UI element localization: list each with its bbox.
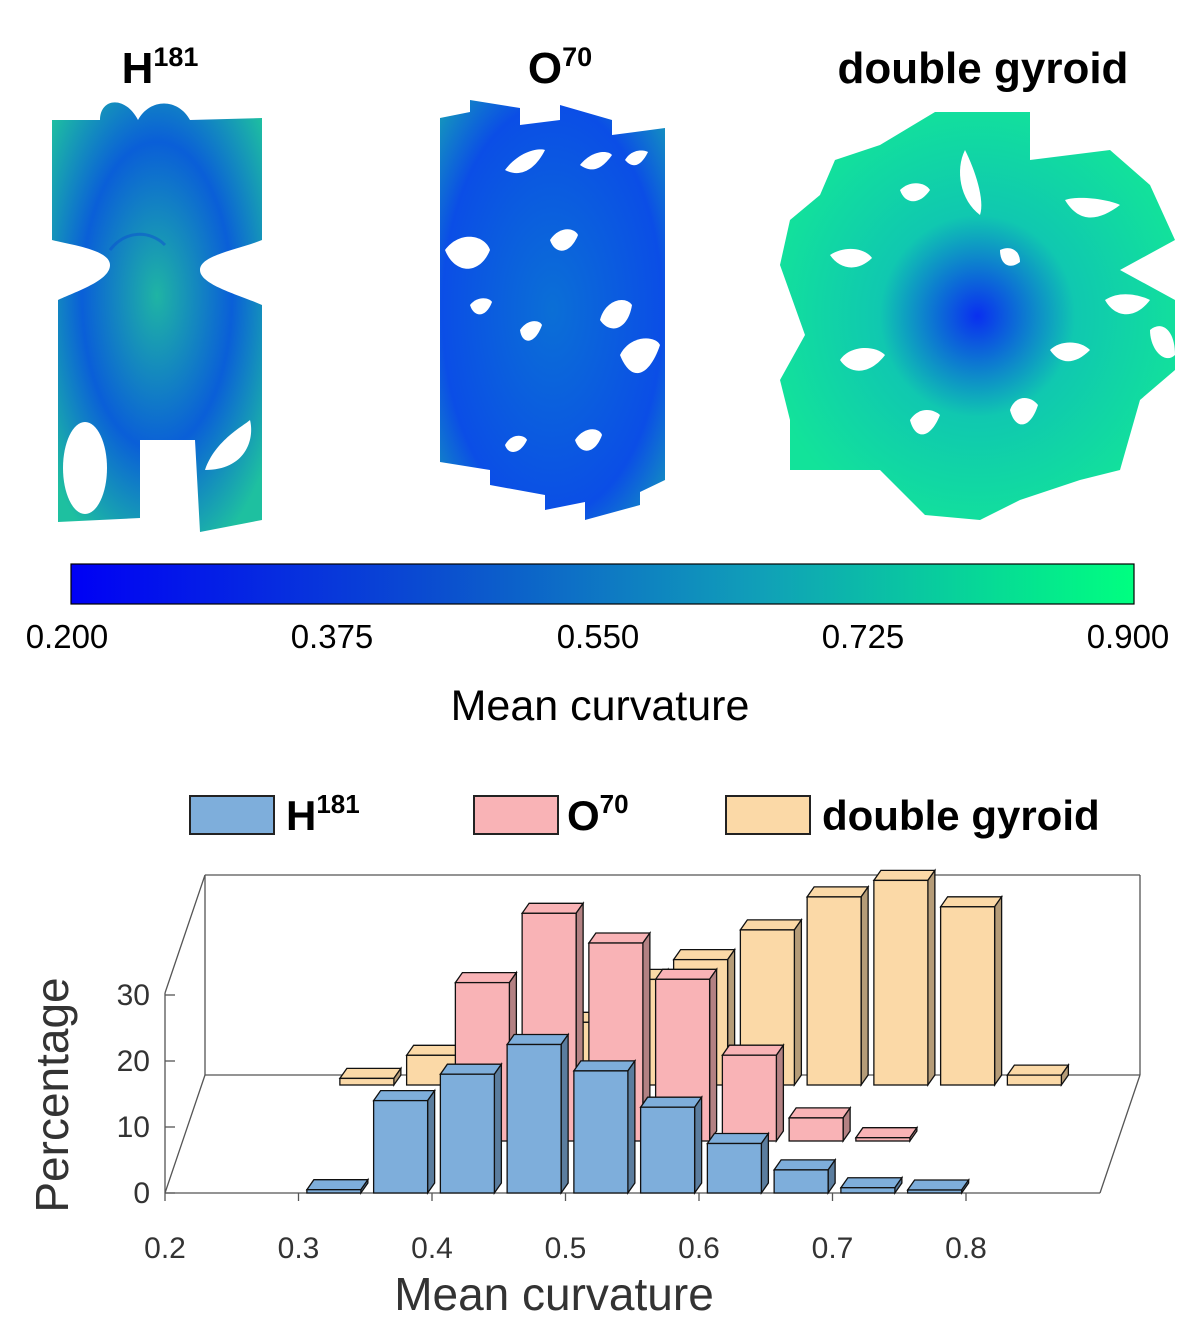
bar-h181 <box>706 1142 763 1194</box>
colorbar-tick: 0.725 <box>822 618 905 655</box>
bar-double-gyroid-top <box>672 948 736 961</box>
bar-h181 <box>840 1187 896 1194</box>
legend-swatch-o70 <box>473 795 559 835</box>
o70-surface-icon <box>440 100 665 520</box>
bar-h181 <box>372 1099 429 1194</box>
y-tick-label: 0 <box>133 1177 150 1210</box>
x-tick-label: 0.4 <box>411 1232 453 1265</box>
bar-double-gyroid-top <box>872 869 937 882</box>
bar-double-gyroid-top <box>338 1067 403 1080</box>
bar-h181-side <box>493 1062 503 1196</box>
legend: H181 O70 double gyroid <box>189 789 1100 839</box>
x-tick-label: 0.5 <box>545 1232 587 1265</box>
x-axis-label: Mean curvature <box>394 1268 714 1320</box>
colorbar-tick: 0.900 <box>1087 618 1170 655</box>
legend-label-double-gyroid: double gyroid <box>822 792 1100 839</box>
bar-o70-top <box>854 1127 919 1139</box>
bar-o70 <box>721 1054 778 1142</box>
axis-frame <box>1099 1074 1141 1194</box>
bar-h181 <box>506 1043 562 1194</box>
bar-double-gyroid-side <box>993 894 1003 1088</box>
bar-double-gyroid <box>339 1077 395 1086</box>
panel-title-o70: O70 <box>528 42 592 93</box>
y-tick-label: 30 <box>117 979 150 1012</box>
bar-double-gyroid-top <box>739 919 803 931</box>
bar-o70-top <box>654 968 718 980</box>
bar-o70 <box>855 1137 911 1142</box>
bar-double-gyroid-side <box>793 917 803 1088</box>
x-tick-label: 0.8 <box>945 1232 987 1265</box>
legend-label-h181: H181 <box>286 789 360 839</box>
y-tick-label: 20 <box>117 1045 150 1078</box>
bar-h181 <box>639 1106 696 1194</box>
bar-h181 <box>773 1169 829 1194</box>
bar-h181-side <box>693 1095 703 1196</box>
bar-h181-side <box>560 1032 569 1196</box>
axis-frame <box>164 1074 206 1194</box>
bar-o70-top <box>587 932 652 944</box>
y-tick-label: 10 <box>117 1111 150 1144</box>
bar-h181 <box>306 1189 362 1194</box>
histogram-3d: 0.2 0.3 0.4 0.5 0.6 0.7 0.8 0 10 20 30 Mean curva… <box>26 868 1141 1320</box>
bar-h181-side <box>627 1058 636 1196</box>
x-tick-label: 0.3 <box>278 1232 320 1265</box>
bar-o70-top <box>721 1044 785 1056</box>
bar-o70-top <box>454 971 518 984</box>
double-gyroid-surface-icon <box>780 112 1175 520</box>
bar-h181-top <box>639 1096 703 1108</box>
bar-h181 <box>906 1189 963 1194</box>
bar-h181-top <box>839 1177 904 1189</box>
bar-double-gyroid-top <box>1006 1064 1070 1076</box>
axis-frame <box>164 874 206 994</box>
bar-h181 <box>439 1073 496 1194</box>
bar-double-gyroid <box>806 896 862 1086</box>
legend-swatch-double-gyroid <box>725 795 811 835</box>
bar-o70-top <box>787 1107 852 1119</box>
bar-double-gyroid-top <box>805 886 870 898</box>
y-axis-label: Percentage <box>26 977 78 1212</box>
bar-h181-top <box>572 1060 637 1072</box>
bar-h181-top <box>505 1033 570 1046</box>
bar-h181-top <box>305 1179 370 1191</box>
bar-o70-side <box>775 1043 785 1144</box>
bar-h181-top <box>372 1089 436 1102</box>
bar-double-gyroid <box>873 879 929 1086</box>
panel-title-h181: H181 <box>122 42 199 93</box>
bar-double-gyroid <box>939 906 996 1086</box>
bar-double-gyroid <box>1006 1074 1063 1086</box>
bar-h181-top <box>706 1132 770 1145</box>
bar-o70 <box>788 1117 844 1142</box>
x-tick-label: 0.2 <box>144 1232 186 1265</box>
bar-double-gyroid-side <box>927 868 936 1088</box>
bar-h181 <box>573 1070 629 1194</box>
bar-h181-side <box>426 1088 436 1196</box>
bar-double-gyroid-top <box>939 896 1003 908</box>
panel-title-double-gyroid: double gyroid <box>838 44 1129 93</box>
colorbar-label: Mean curvature <box>451 682 750 730</box>
colorbar-tick: 0.200 <box>26 618 109 655</box>
bar-h181-top <box>439 1063 503 1075</box>
bar-h181-top <box>906 1179 970 1191</box>
legend-label-o70: O70 <box>567 789 629 839</box>
h181-surface-icon <box>52 102 262 532</box>
colorbar-tick: 0.375 <box>291 618 374 655</box>
x-tick-label: 0.6 <box>678 1232 720 1265</box>
bar-o70-side <box>708 967 718 1144</box>
colorbar-tick: 0.550 <box>557 618 640 655</box>
bar-h181-top <box>772 1159 837 1171</box>
bar-o70-top <box>520 902 585 914</box>
bar-h181-side <box>760 1131 770 1196</box>
x-tick-label: 0.7 <box>812 1232 854 1265</box>
colorbar <box>70 563 1135 605</box>
legend-swatch-h181 <box>189 795 275 835</box>
bar-double-gyroid-side <box>860 884 869 1088</box>
